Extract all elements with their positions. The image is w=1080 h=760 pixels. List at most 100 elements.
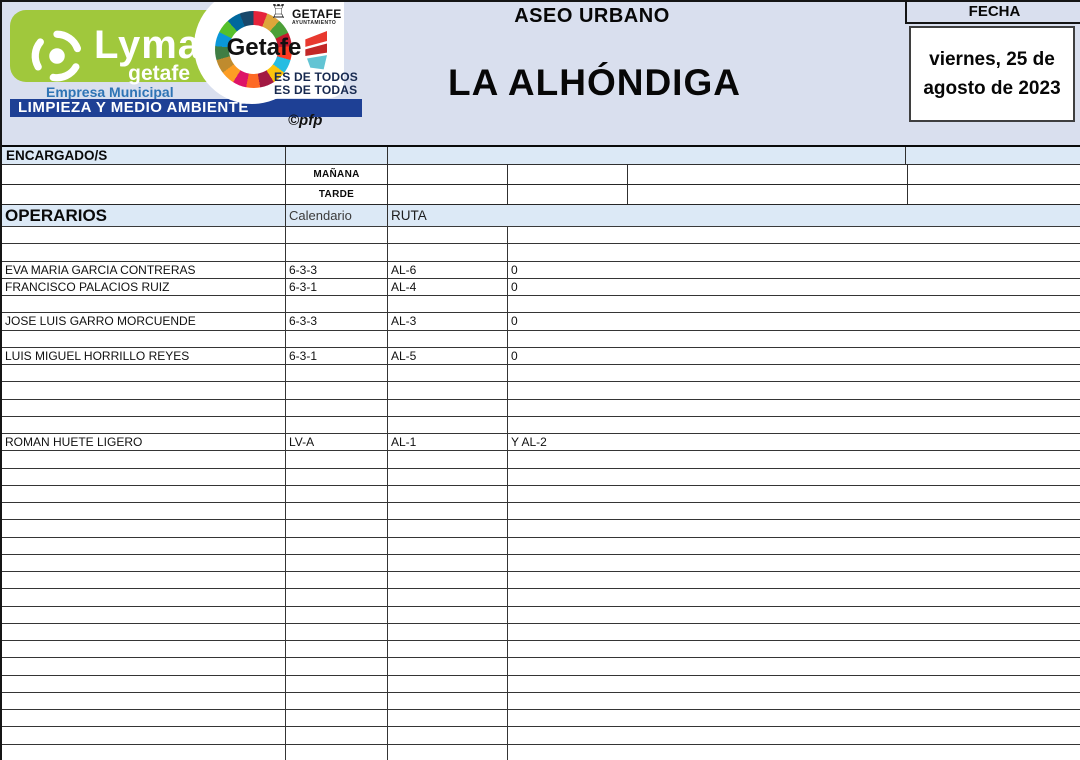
cell-operario-name: JOSE LUIS GARRO MORCUENDE xyxy=(2,313,286,330)
cell-operario-name xyxy=(2,589,286,606)
cell-observaciones xyxy=(508,572,1080,588)
tarde-cell-empty-2 xyxy=(388,185,508,204)
cell-operario-name xyxy=(2,399,286,416)
manana-cell-empty-2 xyxy=(388,165,508,184)
cell-calendario xyxy=(286,658,388,675)
cell-ruta xyxy=(388,710,508,727)
lyma-swirl-icon xyxy=(31,30,82,82)
slogan-line-1: ES DE TODOS xyxy=(274,70,358,84)
table-row: FRANCISCO PALACIOS RUIZ 6-3-1 AL-4 0 xyxy=(2,278,1080,297)
cell-operario-name xyxy=(2,675,286,692)
table-row xyxy=(2,416,1080,435)
cell-ruta xyxy=(388,641,508,658)
cell-calendario xyxy=(286,537,388,554)
cell-ruta xyxy=(388,692,508,710)
table-row xyxy=(2,572,1080,590)
crest-getafe-label: GETAFE xyxy=(292,7,342,21)
cell-observaciones xyxy=(508,486,1080,502)
cell-calendario xyxy=(286,296,388,313)
cell-ruta xyxy=(388,451,508,468)
cell-ruta: AL-6 xyxy=(388,261,508,278)
encargados-label: ENCARGADO/S xyxy=(2,147,286,164)
table-row xyxy=(2,710,1080,728)
encargados-cell-empty-2 xyxy=(388,147,906,164)
cell-operario-name: LUIS MIGUEL HORRILLO REYES xyxy=(2,347,286,365)
operarios-header-row: OPERARIOS Calendario RUTA xyxy=(2,205,1080,227)
table-row xyxy=(2,623,1080,642)
cell-calendario xyxy=(286,485,388,503)
getafe-wordmark: Getafe xyxy=(226,34,302,61)
cell-calendario xyxy=(286,244,388,261)
cell-ruta xyxy=(388,658,508,675)
cell-ruta xyxy=(388,399,508,416)
cell-operario-name xyxy=(2,485,286,503)
table-row xyxy=(2,451,1080,469)
cell-operario-name xyxy=(2,382,286,399)
cell-operario-name xyxy=(2,520,286,537)
cell-ruta xyxy=(388,416,508,434)
table-row xyxy=(2,227,1080,245)
cell-operario-name xyxy=(2,416,286,434)
tarde-cell-empty-4 xyxy=(628,185,908,204)
cell-calendario xyxy=(286,589,388,606)
cell-observaciones xyxy=(508,710,1080,726)
cell-ruta: AL-5 xyxy=(388,347,508,365)
cell-ruta: AL-4 xyxy=(388,278,508,296)
cell-observaciones xyxy=(508,331,1080,347)
tarde-row: TARDE xyxy=(2,185,1080,205)
limpieza-banner: LIMPIEZA Y MEDIO AMBIENTE xyxy=(10,99,362,117)
cell-ruta xyxy=(388,520,508,537)
table-row xyxy=(2,658,1080,676)
cell-ruta xyxy=(388,554,508,572)
manana-cell-empty-3 xyxy=(508,165,628,184)
cell-ruta xyxy=(388,503,508,520)
cell-observaciones: Y AL-2 xyxy=(511,435,547,450)
cell-calendario xyxy=(286,227,388,244)
empresa-municipal-label: Empresa Municipal xyxy=(46,84,174,100)
date-line-2: agosto de 2023 xyxy=(923,78,1061,99)
table-row xyxy=(2,554,1080,573)
cell-operario-name xyxy=(2,658,286,675)
date-line-1: viernes, 25 de xyxy=(929,48,1055,70)
table-row: EVA MARIA GARCIA CONTRERAS 6-3-3 AL-6 0 xyxy=(2,261,1080,279)
cell-observaciones: 0 xyxy=(511,279,518,294)
cell-observaciones xyxy=(508,658,1080,674)
cell-observaciones xyxy=(508,227,1080,243)
cell-calendario xyxy=(286,727,388,744)
table-row xyxy=(2,675,1080,693)
table-row xyxy=(2,468,1080,486)
cell-observaciones xyxy=(508,503,1080,519)
cell-calendario xyxy=(286,606,388,623)
manana-row: MAÑANA xyxy=(2,165,1080,185)
ruta-column-header: RUTA xyxy=(391,208,427,223)
cell-ruta xyxy=(388,623,508,641)
slogan-line-2: ES DE TODAS xyxy=(274,83,358,97)
cell-calendario xyxy=(286,382,388,399)
cell-ruta xyxy=(388,537,508,554)
cell-observaciones xyxy=(508,676,1080,692)
cell-operario-name xyxy=(2,244,286,261)
cell-calendario xyxy=(286,692,388,710)
cell-operario-name xyxy=(2,641,286,658)
copyright-mark: ©pfp xyxy=(288,112,323,129)
cell-observaciones xyxy=(508,400,1080,416)
cell-operario-name xyxy=(2,365,286,382)
table-row xyxy=(2,520,1080,538)
cell-operario-name xyxy=(2,623,286,641)
manana-label: MAÑANA xyxy=(286,165,388,184)
operarios-rows: EVA MARIA GARCIA CONTRERAS 6-3-3 AL-6 0 … xyxy=(2,227,1080,760)
table-row xyxy=(2,503,1080,521)
cell-calendario xyxy=(286,554,388,572)
cell-operario-name xyxy=(2,296,286,313)
cell-observaciones xyxy=(508,727,1080,743)
cell-ruta xyxy=(388,485,508,503)
cell-ruta xyxy=(388,244,508,261)
cell-ruta xyxy=(388,365,508,382)
cell-ruta xyxy=(388,382,508,399)
table-row xyxy=(2,692,1080,711)
cell-calendario xyxy=(286,641,388,658)
cell-calendario: LV-A xyxy=(286,434,388,451)
manana-cell-empty-4 xyxy=(628,165,908,184)
cell-calendario xyxy=(286,710,388,727)
table-row xyxy=(2,330,1080,348)
